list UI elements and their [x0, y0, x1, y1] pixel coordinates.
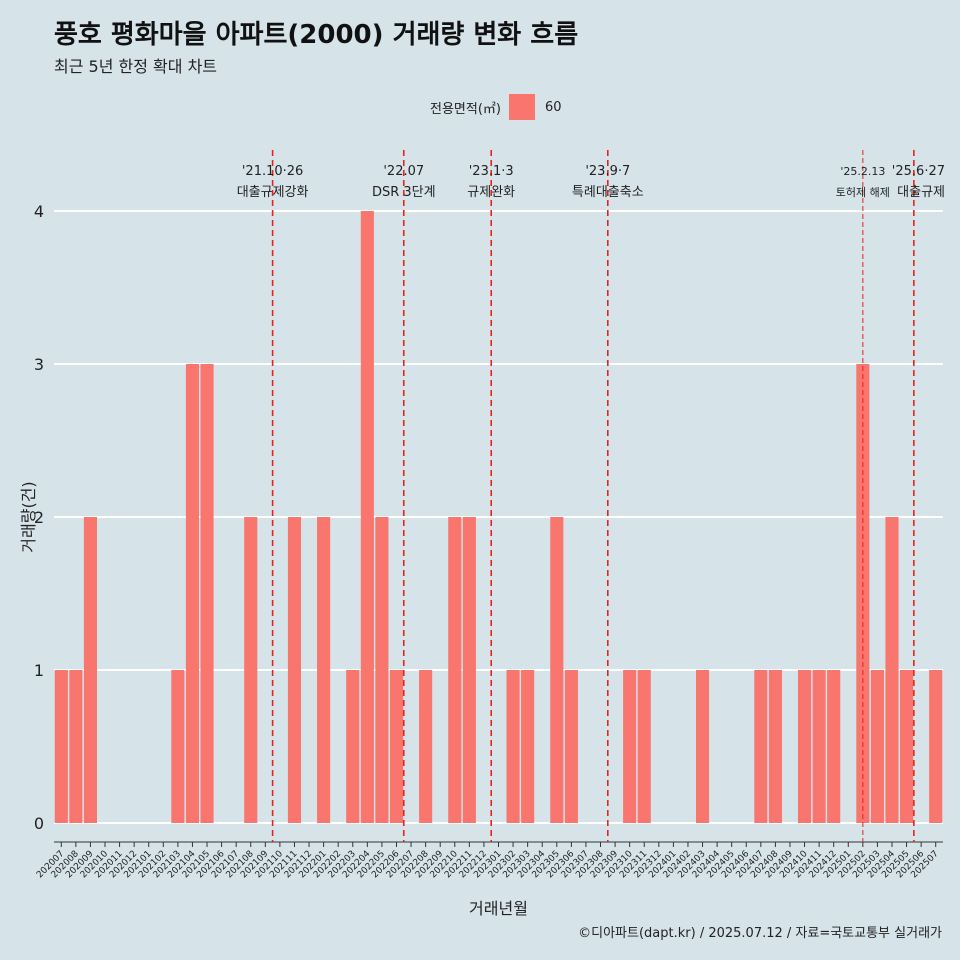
bar — [797, 670, 812, 823]
y-axis-title: 거래량(건) — [19, 481, 38, 552]
event-name-label: 규제완화 — [467, 185, 515, 200]
event-date-label: '23.9·7 — [585, 164, 630, 179]
bar — [550, 517, 564, 823]
chart-title: 풍호 평화마을 아파트(2000) 거래량 변화 흐름 — [54, 20, 579, 50]
bar — [287, 517, 302, 823]
event-date-label: '22.07 — [383, 164, 424, 179]
bar — [885, 517, 899, 823]
event-date-label: '21.10·26 — [242, 164, 303, 179]
bar — [389, 670, 404, 823]
bar — [419, 670, 433, 823]
bar — [506, 670, 520, 823]
bar — [623, 670, 637, 823]
bar — [317, 517, 331, 823]
bar — [462, 517, 476, 823]
event-date-label: '23.1·3 — [469, 164, 514, 179]
bar — [695, 670, 710, 823]
event-date-label: '25.6·27 — [892, 164, 945, 179]
bar — [900, 670, 914, 823]
legend: 전용면적(㎡) 60 — [430, 94, 562, 120]
bar — [200, 364, 214, 823]
y-tick-label: 4 — [34, 202, 44, 221]
legend-title: 전용면적(㎡) — [430, 101, 501, 117]
bar — [812, 670, 826, 823]
bar — [185, 364, 200, 823]
bar — [929, 670, 943, 823]
legend-swatch — [508, 94, 535, 120]
bar — [637, 670, 651, 823]
bar — [827, 670, 841, 823]
y-tick-label: 3 — [34, 355, 44, 374]
event-name-label: DSR 3단계 — [372, 185, 436, 200]
caption: ©디아파트(dapt.kr) / 2025.07.12 / 자료=국토교통부 실… — [578, 926, 942, 941]
event-name-label: 대출규제 — [897, 185, 945, 200]
bar — [171, 670, 185, 823]
bar — [375, 517, 389, 823]
y-tick-label: 2 — [34, 508, 44, 527]
event-name-label: 대출규제강화 — [237, 185, 309, 200]
bar — [754, 670, 768, 823]
y-tick-label: 0 — [34, 814, 44, 833]
bar — [870, 670, 884, 823]
chart-subtitle: 최근 5년 한정 확대 차트 — [54, 57, 218, 76]
legend-label: 60 — [544, 99, 562, 115]
event-date-label: '25.2.13 — [840, 165, 885, 178]
event-name-label: 특례대출축소 — [572, 185, 644, 200]
bar — [564, 670, 578, 823]
bar — [346, 670, 360, 823]
event-name-label: 토허제 해제 — [836, 185, 890, 199]
bar — [448, 517, 462, 823]
bar — [768, 670, 782, 823]
bar — [69, 670, 83, 823]
y-tick-label: 1 — [34, 661, 44, 680]
bar — [83, 517, 97, 823]
bar — [244, 517, 258, 823]
bar — [521, 670, 535, 823]
x-axis-title: 거래년월 — [469, 899, 528, 918]
bar — [360, 211, 374, 823]
bar — [54, 670, 68, 823]
